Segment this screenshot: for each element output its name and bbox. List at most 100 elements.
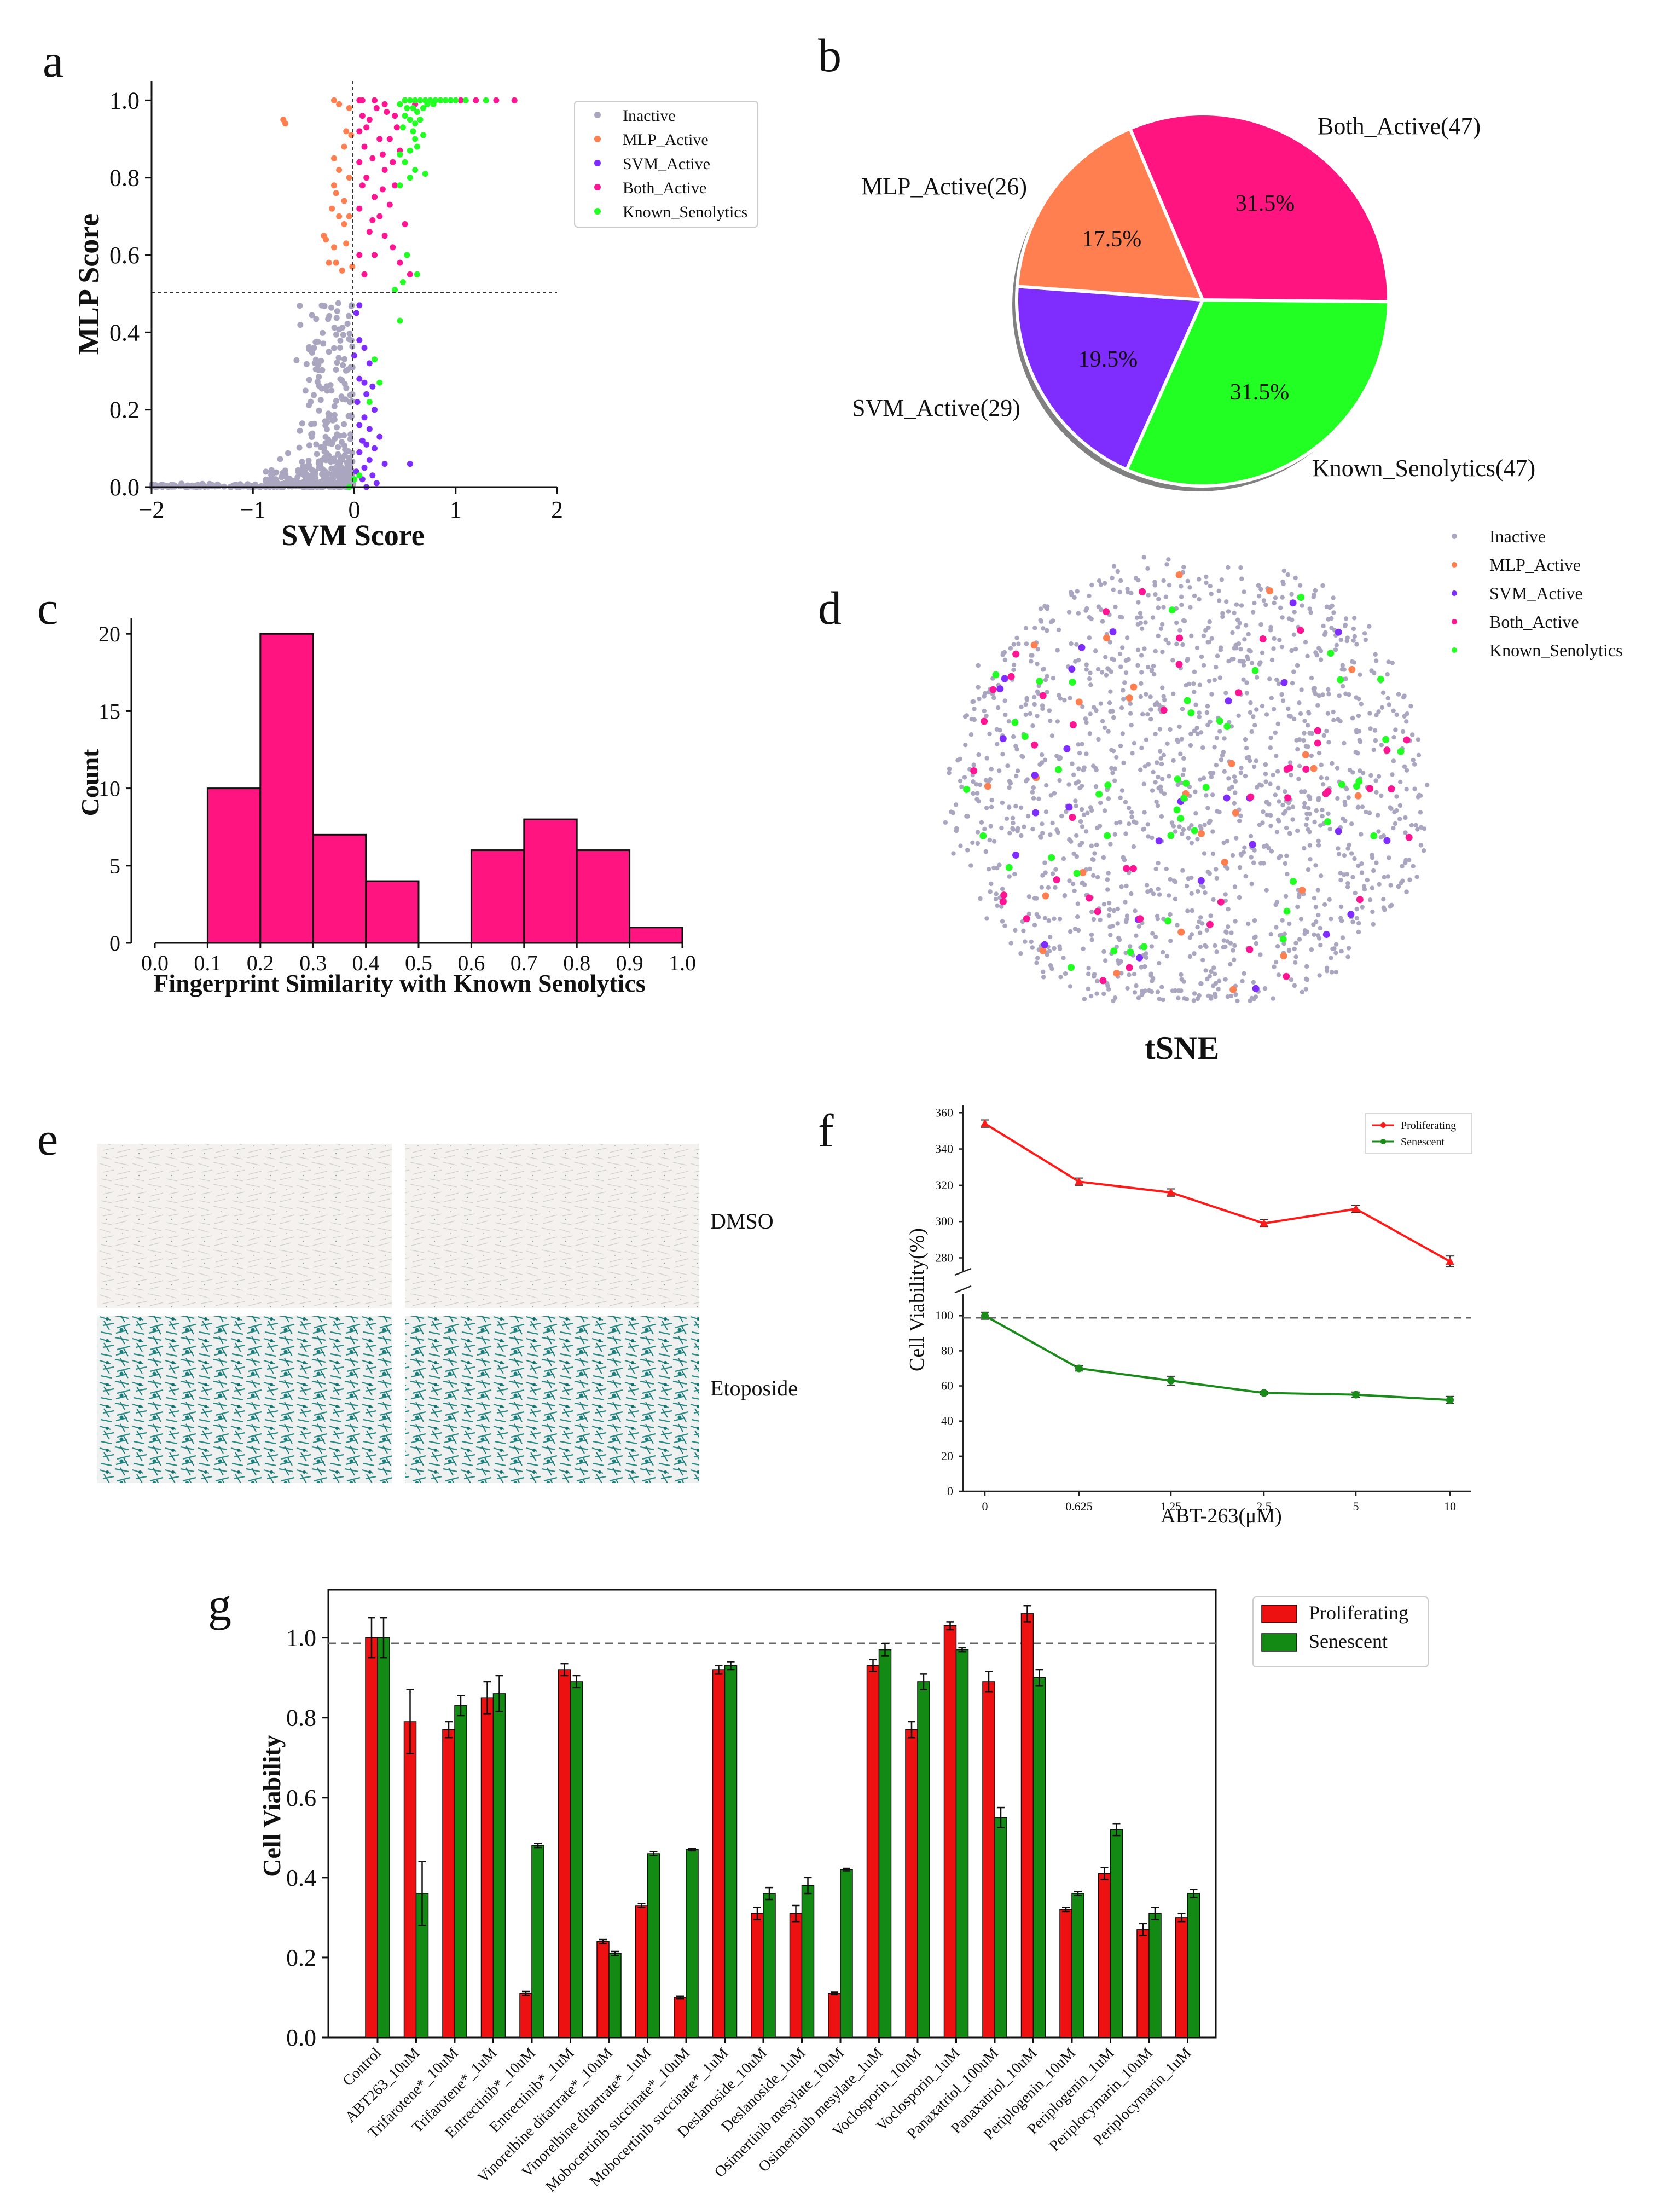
d-point-inactive (1018, 951, 1023, 956)
d-point-inactive (1084, 720, 1089, 725)
d-point-inactive (1353, 750, 1358, 755)
d-point-inactive (1292, 983, 1297, 988)
d-point-inactive (1237, 818, 1242, 824)
d-point-inactive (1068, 984, 1073, 989)
c-xtick-label: 0.9 (616, 951, 643, 975)
d-point-inactive (1133, 576, 1139, 581)
d-point-inactive (1260, 820, 1265, 825)
d-point-inactive (1370, 855, 1375, 860)
d-point-inactive (1280, 595, 1285, 600)
a-point-inactive (331, 403, 338, 409)
a-legend-label: Both_Active (623, 179, 706, 197)
d-point-inactive (1361, 884, 1367, 889)
d-point-inactive (983, 778, 989, 783)
d-point-inactive (1021, 928, 1026, 934)
d-point-inactive (1333, 970, 1339, 975)
d-point-inactive (1367, 624, 1372, 629)
d-point-inactive (1139, 653, 1144, 658)
d-point-inactive (1011, 734, 1016, 739)
d-point-inactive (1350, 716, 1355, 721)
d-point-inactive (1224, 599, 1229, 604)
d-point-active (1366, 785, 1374, 792)
a-ytick-label: 0.6 (109, 242, 140, 269)
d-point-inactive (1346, 946, 1351, 951)
a-point-known-senolytics (376, 379, 383, 386)
d-point-inactive (1356, 920, 1361, 926)
d-point-inactive (1382, 907, 1387, 912)
d-point-inactive (1047, 708, 1052, 713)
d-point-inactive (1202, 823, 1207, 827)
d-point-inactive (1216, 978, 1222, 983)
d-point-inactive (1204, 928, 1209, 933)
d-point-inactive (1138, 694, 1143, 699)
d-point-inactive (1177, 824, 1182, 829)
d-point-inactive (1051, 676, 1056, 681)
a-point-known-senolytics (407, 97, 413, 103)
d-point-inactive (1153, 780, 1158, 785)
d-point-inactive (1146, 665, 1151, 670)
a-xtick-label: 2 (551, 496, 563, 523)
d-point-active (996, 685, 1004, 693)
d-point-inactive (1275, 944, 1280, 949)
d-point-active (1109, 628, 1117, 636)
g-legend-swatch (1261, 1633, 1297, 1652)
d-point-inactive (1186, 876, 1191, 881)
a-point-inactive (329, 417, 336, 424)
d-point-inactive (1149, 668, 1154, 673)
d-point-inactive (1119, 788, 1125, 793)
d-point-inactive (1261, 861, 1266, 866)
a-point-svm-active (366, 360, 373, 367)
a-point-inactive (308, 472, 314, 479)
d-point-inactive (1351, 638, 1356, 643)
g-bar-proliferating (674, 1997, 687, 2038)
a-point-inactive (347, 364, 354, 370)
d-point-active (1247, 793, 1255, 801)
d-point-inactive (1043, 870, 1048, 875)
d-point-inactive (1271, 772, 1275, 778)
d-point-inactive (1268, 781, 1273, 786)
d-point-inactive (1185, 578, 1190, 584)
d-point-inactive (1030, 723, 1035, 728)
d-point-inactive (1326, 740, 1331, 745)
a-point-both-active (381, 233, 388, 239)
d-point-inactive (1362, 631, 1367, 636)
d-point-inactive (1086, 971, 1091, 976)
d-point-inactive (1035, 662, 1040, 667)
d-point-active (1094, 908, 1101, 916)
g-bar-senescent (377, 1637, 390, 2038)
d-point-active (1000, 891, 1008, 899)
d-point-inactive (1226, 907, 1231, 912)
d-point-active (1086, 894, 1093, 902)
d-point-inactive (1106, 796, 1111, 801)
a-point-both-active (384, 109, 390, 115)
d-point-inactive (1002, 657, 1008, 663)
a-point-inactive (335, 451, 341, 458)
d-point-inactive (1063, 971, 1068, 976)
d-point-inactive (1146, 593, 1151, 598)
d-point-inactive (1161, 997, 1165, 1003)
d-point-inactive (1010, 815, 1016, 821)
d-legend-label: MLP_Active (1489, 555, 1581, 575)
d-point-inactive (1340, 663, 1345, 668)
d-point-inactive (1000, 887, 1005, 891)
d-point-inactive (1180, 642, 1185, 647)
d-point-inactive (1351, 660, 1356, 665)
d-point-inactive (1121, 697, 1126, 702)
d-point-inactive (1277, 799, 1281, 804)
d-point-inactive (979, 820, 984, 825)
d-point-inactive (1352, 616, 1357, 621)
a-point-mlp-active (346, 175, 352, 181)
d-point-inactive (1157, 727, 1163, 732)
d-point-inactive (1258, 952, 1263, 957)
d-point-inactive (1043, 678, 1048, 682)
d-point-inactive (1352, 856, 1357, 861)
d-point-inactive (1204, 793, 1209, 798)
d-point-active (1280, 679, 1288, 686)
d-point-inactive (1244, 691, 1249, 696)
d-point-inactive (1341, 816, 1345, 821)
d-point-inactive (1238, 813, 1243, 818)
d-point-inactive (999, 825, 1004, 831)
d-point-inactive (1243, 873, 1248, 879)
d-point-inactive (1080, 704, 1085, 709)
a-point-known-senolytics (414, 109, 420, 115)
